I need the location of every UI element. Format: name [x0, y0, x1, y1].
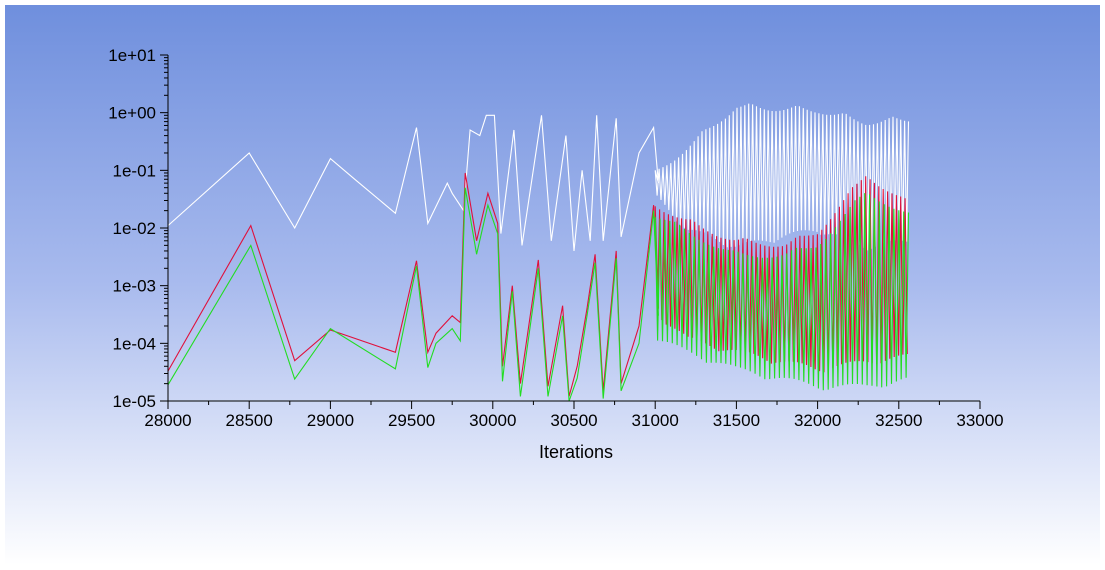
- y-tick-label: 1e-04: [113, 334, 156, 353]
- x-tick-label: 29000: [307, 411, 354, 430]
- x-tick-label: 30500: [550, 411, 597, 430]
- y-tick-label: 1e-05: [113, 392, 156, 411]
- x-tick-label: 33000: [956, 411, 1003, 430]
- residuals-plot: 1e-05 1e-04 1e-03 1e-02 1e-01 1e+00 1e+01 28000…: [108, 46, 1003, 462]
- x-tick-label: 31000: [632, 411, 679, 430]
- chart-background: 1e-05 1e-04 1e-03 1e-02 1e-01 1e+00 1e+01 28000…: [5, 5, 1100, 565]
- series-1-line: [167, 103, 910, 251]
- y-tick-label: 1e-01: [113, 161, 156, 180]
- x-tick-label: 32000: [794, 411, 841, 430]
- series-1: [167, 103, 910, 251]
- series-2: [167, 172, 908, 397]
- series-3: [167, 187, 910, 402]
- series-2-line: [167, 172, 908, 397]
- y-tick-label: 1e-03: [113, 277, 156, 296]
- y-tick-label: 1e-02: [113, 219, 156, 238]
- x-tick-label: 28000: [144, 411, 191, 430]
- axes-layer: 1e-05 1e-04 1e-03 1e-02 1e-01 1e+00 1e+01 28000…: [108, 46, 1003, 430]
- x-tick-label: 32500: [875, 411, 922, 430]
- x-tick-label: 28500: [226, 411, 273, 430]
- x-tick-label: 29500: [388, 411, 435, 430]
- x-axis-title: Iterations: [539, 442, 613, 462]
- x-tick-label: 31500: [713, 411, 760, 430]
- x-tick-label: 30000: [469, 411, 516, 430]
- series-layer: [167, 103, 910, 402]
- y-tick-label: 1e+01: [108, 46, 156, 65]
- series-3-line: [167, 187, 910, 402]
- y-tick-label: 1e+00: [108, 104, 156, 123]
